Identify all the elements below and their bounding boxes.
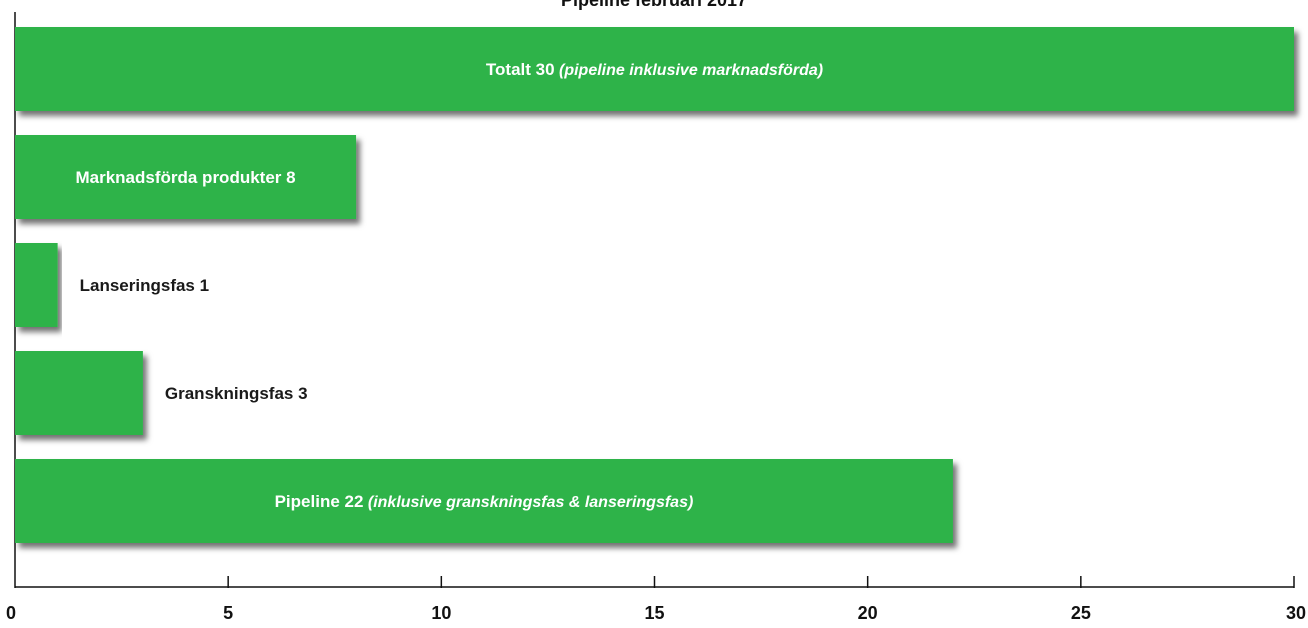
bar-label-main-5: Pipeline 22 — [275, 492, 364, 511]
bar-label-3: Lanseringsfas 1 — [80, 276, 209, 295]
bar-4 — [15, 351, 143, 435]
bar-label-main-1: Totalt 30 — [486, 60, 555, 79]
bar-5 — [15, 459, 953, 543]
bar-2 — [15, 135, 357, 219]
x-tick-label-30: 30 — [1286, 603, 1306, 623]
bar-label-main-4: Granskningsfas 3 — [165, 384, 308, 403]
bar-label-4: Granskningsfas 3 — [165, 384, 308, 403]
x-tick-label-0: 0 — [6, 603, 16, 623]
bar-3 — [15, 243, 58, 327]
bar-label-2: Marknadsförda produkter 8 — [75, 168, 295, 187]
x-tick-label-15: 15 — [644, 603, 664, 623]
bar-label-5: Pipeline 22 (inklusive granskningsfas & … — [275, 492, 694, 511]
x-axis-ticks: 0 5 10 15 20 25 30 — [6, 576, 1306, 623]
x-tick-label-25: 25 — [1071, 603, 1091, 623]
bar-label-1: Totalt 30 (pipeline inklusive marknadsfö… — [486, 60, 823, 79]
x-tick-label-20: 20 — [858, 603, 878, 623]
bar-label-note-5: (inklusive granskningsfas & lanseringsfa… — [363, 494, 693, 511]
chart-title: Pipeline februari 2017 — [561, 0, 747, 10]
bar-label-main-3: Lanseringsfas 1 — [80, 276, 209, 295]
bar-label-note-1: (pipeline inklusive marknadsförda) — [555, 62, 824, 79]
bar-1 — [15, 27, 1294, 111]
x-tick-label-10: 10 — [431, 603, 451, 623]
bars-group: Totalt 30 (pipeline inklusive marknadsfö… — [15, 27, 1294, 543]
bar-label-main-2: Marknadsförda produkter 8 — [75, 168, 295, 187]
x-tick-label-5: 5 — [223, 603, 233, 623]
